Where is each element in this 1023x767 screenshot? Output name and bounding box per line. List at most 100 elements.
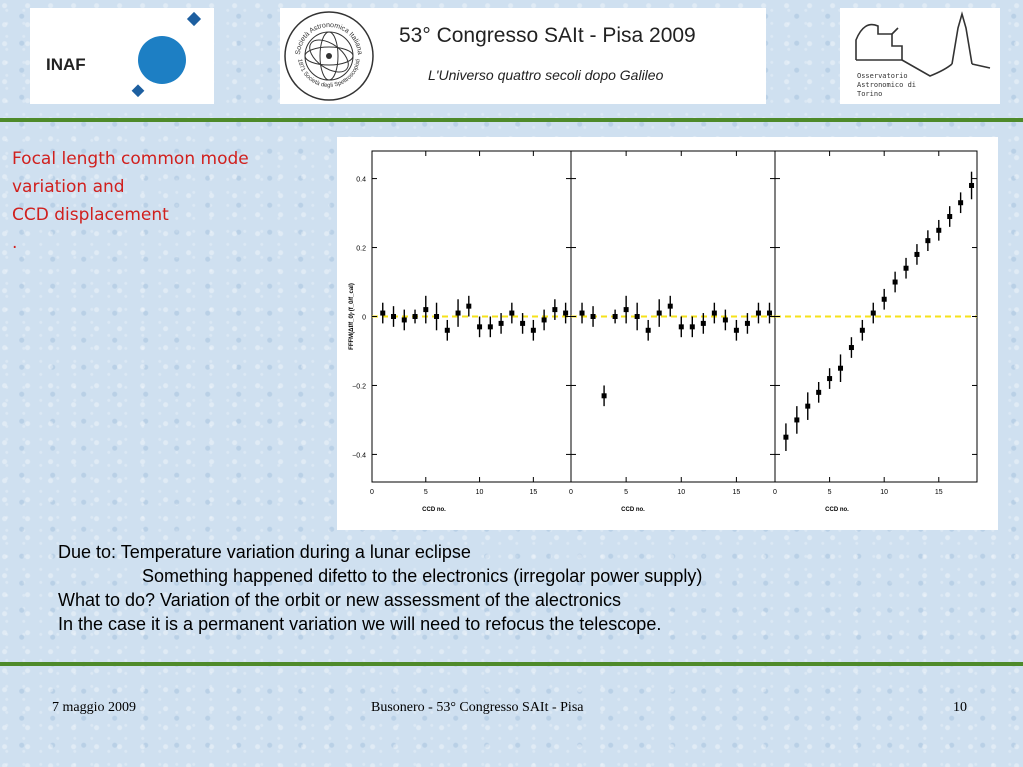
observatory-logo-card: Osservatorio Astronomico di Torino <box>840 8 1000 104</box>
title-line-4: . <box>12 233 18 253</box>
x-tick-label: 10 <box>880 489 888 496</box>
data-point <box>612 314 618 319</box>
data-point <box>455 310 461 316</box>
data-point <box>509 310 515 316</box>
footer-date: 7 maggio 2009 <box>52 700 136 715</box>
observatory-building-icon <box>855 11 991 77</box>
data-point <box>838 365 844 371</box>
y-tick-label: −0.4 <box>352 452 366 459</box>
data-point <box>903 265 909 271</box>
data-point <box>541 317 547 323</box>
y-tick-label: 0.2 <box>356 246 366 253</box>
observatory-logo: Osservatorio Astronomico di Torino <box>855 11 991 98</box>
header-separator <box>0 118 1023 122</box>
x-tick-label: 5 <box>828 489 832 496</box>
observatory-line-2: Astronomico di <box>857 81 916 89</box>
title-line-1: Focal length common mode <box>12 149 249 169</box>
data-point <box>766 310 772 316</box>
data-point <box>783 434 789 440</box>
data-point <box>925 238 931 244</box>
data-point <box>744 320 750 326</box>
conference-banner-graphic: Società Astronomica Italiana 1871 Societ… <box>284 11 696 101</box>
data-point <box>794 417 800 423</box>
data-point <box>848 345 854 351</box>
x-tick-label: 0 <box>773 489 777 496</box>
y-axis-label: FFFM(Δf/f_0)·(f_0/f_cal) <box>349 283 355 350</box>
data-point <box>634 314 640 319</box>
data-point <box>859 327 865 333</box>
data-point <box>722 317 728 323</box>
data-point <box>498 320 504 326</box>
note-line-2: Something happened difetto to the electr… <box>142 566 703 586</box>
data-point <box>805 403 811 409</box>
slide-title: Focal length common mode variation and C… <box>12 145 322 257</box>
x-tick-label: 10 <box>677 489 685 496</box>
observatory-line-3: Torino <box>857 90 882 98</box>
data-point <box>678 324 684 330</box>
data-point <box>434 314 440 319</box>
data-point <box>711 310 717 316</box>
conference-banner: Società Astronomica Italiana 1871 Societ… <box>280 8 766 104</box>
inaf-logo-text: INAF <box>46 55 86 74</box>
plot-card: −0.4 −0.2 0 0.2 0.4 0 5 10 15 CCD no. 0 5 10 15 CCD no… <box>337 137 998 530</box>
x-tick-label: 15 <box>935 489 943 496</box>
data-point <box>380 310 386 316</box>
data-point <box>487 324 493 330</box>
inaf-globe-icon <box>138 36 186 84</box>
title-line-2: variation and <box>12 177 125 197</box>
data-point <box>667 303 673 309</box>
data-point <box>466 303 472 309</box>
data-point <box>579 310 585 316</box>
data-point <box>401 317 407 323</box>
data-point <box>816 389 822 395</box>
note-line-1: Due to: Temperature variation during a l… <box>58 542 471 562</box>
data-point <box>914 251 920 257</box>
data-point <box>552 307 558 313</box>
ccd-focal-length-chart: −0.4 −0.2 0 0.2 0.4 0 5 10 15 CCD no. 0 5 10 15 CCD no… <box>349 150 978 513</box>
note-line-3: What to do? Variation of the orbit or ne… <box>58 590 621 610</box>
data-point <box>412 314 418 319</box>
data-point <box>645 327 651 333</box>
note-line-4: In the case it is a permanent variation … <box>58 614 662 634</box>
y-tick-label: −0.2 <box>352 383 366 390</box>
x-tick-label: 5 <box>624 489 628 496</box>
x-tick-label: 5 <box>424 489 428 496</box>
observatory-line-1: Osservatorio <box>857 72 908 80</box>
conference-subtitle: L'Universo quattro secoli dopo Galileo <box>428 67 664 83</box>
data-point <box>563 310 569 316</box>
data-point <box>520 320 526 326</box>
data-point <box>391 314 397 319</box>
x-tick-label: 0 <box>370 489 374 496</box>
data-point <box>423 307 429 313</box>
x-axis-label: CCD no. <box>422 507 446 513</box>
data-point <box>892 279 898 285</box>
data-point <box>477 324 483 330</box>
y-tick-label: 0 <box>362 315 366 322</box>
notes: Due to: Temperature variation during a l… <box>58 540 958 636</box>
data-point <box>936 227 942 233</box>
inaf-star-icon <box>131 84 145 98</box>
data-point <box>870 310 876 316</box>
inaf-logo-card: INAF <box>30 8 214 104</box>
data-point <box>590 314 596 319</box>
inaf-star-icon <box>186 11 202 27</box>
x-axis-label: CCD no. <box>621 507 645 513</box>
page-number: 10 <box>953 700 967 715</box>
x-axis-label: CCD no. <box>825 507 849 513</box>
data-point <box>530 327 536 333</box>
title-line-3: CCD displacement <box>12 205 169 225</box>
x-tick-label: 15 <box>529 489 537 496</box>
x-tick-label: 10 <box>476 489 484 496</box>
data-point <box>656 310 662 316</box>
data-point <box>958 200 964 206</box>
footer-separator <box>0 662 1023 666</box>
x-tick-label: 15 <box>733 489 741 496</box>
data-point <box>700 320 706 326</box>
data-point <box>689 324 695 330</box>
data-point <box>881 296 887 302</box>
data-point <box>969 182 975 188</box>
data-point <box>827 376 833 382</box>
x-tick-label: 0 <box>569 489 573 496</box>
data-point <box>601 393 607 399</box>
